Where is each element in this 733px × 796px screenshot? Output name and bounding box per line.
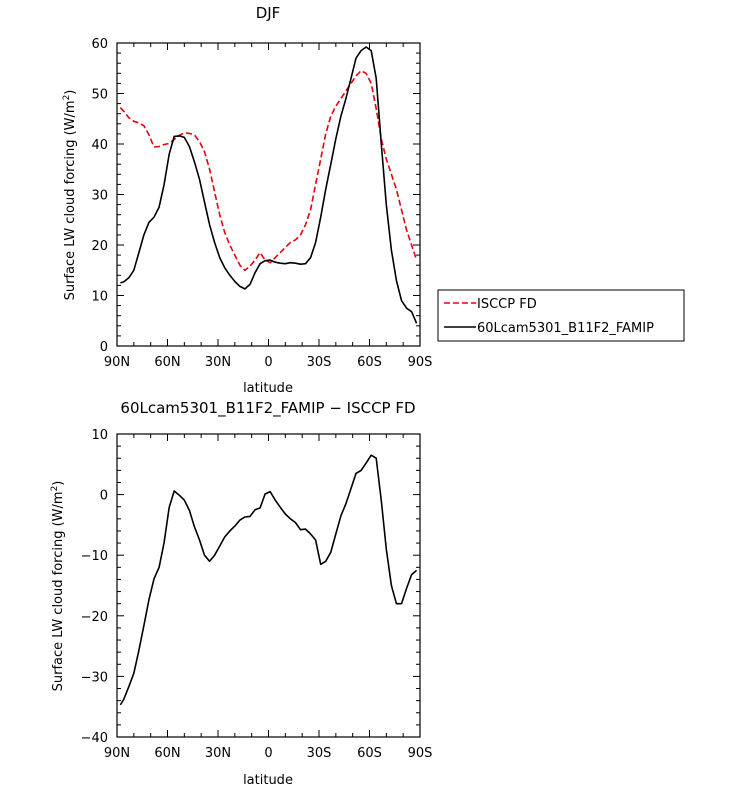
top-y-tick-label: 20 [91,239,108,254]
bottom-y-tick-label: −30 [81,670,108,685]
top-x-tick-label: 30N [205,355,231,370]
top-panel: DJF 90N 60N 30N 0 30S 60S 90S 0 10 20 30 40 50 60 lat… [62,4,685,396]
bottom-y-tick-label: −40 [81,731,108,746]
bottom-y-axis-label-main: Surface LW cloud forcing (W/m [51,491,66,691]
legend-label-model: 60Lcam5301_B11F2_FAMIP [477,321,654,336]
bottom-x-tick-label: 30S [307,746,332,761]
top-axis-ticks: 90N 60N 30N 0 30S 60S 90S 0 10 20 30 40 50 60 [91,37,432,370]
bottom-axis-ticks: 90N 60N 30N 0 30S 60S 90S −40 −30 −20 −10 0 10 [81,428,433,761]
bottom-x-tick-label: 90S [408,746,433,761]
top-series-line-1 [120,46,418,324]
top-panel-title: DJF [256,4,281,22]
bottom-x-tick-label: 90N [104,746,130,761]
top-y-axis-label-close: ) [63,90,78,95]
bottom-series-group [119,454,418,706]
legend-box [437,289,685,342]
top-x-tick-label: 60S [357,355,382,370]
top-series-line-0 [119,70,418,272]
top-x-tick-label: 90S [408,355,433,370]
bottom-plot-frame [116,433,421,738]
legend: ISCCP FD 60Lcam5301_B11F2_FAMIP [437,289,685,342]
bottom-y-tick-label: 0 [100,489,108,504]
top-x-axis-label: latitude [243,381,293,396]
top-y-tick-label: 50 [91,88,108,103]
top-x-tick-label: 60N [154,355,180,370]
bottom-y-axis-label-close: ) [51,481,66,486]
top-y-axis-label-sup: 2 [62,95,72,101]
bottom-y-tick-label: 10 [91,428,108,443]
bottom-x-tick-label: 60S [357,746,382,761]
bottom-panel-title: 60Lcam5301_B11F2_FAMIP − ISCCP FD [120,399,415,418]
top-y-axis-label: Surface LW cloud forcing (W/m2) [62,90,78,301]
top-y-tick-label: 30 [91,189,108,204]
bottom-y-axis-label: Surface LW cloud forcing (W/m2) [50,481,66,692]
top-series-group [119,46,418,324]
top-x-tick-label: 90N [104,355,130,370]
bottom-panel: 60Lcam5301_B11F2_FAMIP − ISCCP FD 90N 60N… [50,399,432,788]
top-y-tick-label: 40 [91,138,108,153]
bottom-x-axis-label: latitude [243,773,293,788]
top-y-tick-label: 0 [100,340,108,355]
bottom-y-tick-label: −10 [81,549,108,564]
bottom-series-line-0 [119,454,418,706]
bottom-y-tick-label: −20 [81,610,108,625]
top-x-tick-label: 30S [307,355,332,370]
top-x-tick-label: 0 [264,355,272,370]
top-y-tick-label: 60 [91,37,108,52]
top-y-axis-label-main: Surface LW cloud forcing (W/m [63,100,78,300]
bottom-x-tick-label: 30N [205,746,231,761]
bottom-y-axis-label-sup: 2 [50,486,60,492]
legend-label-isccp: ISCCP FD [477,297,537,312]
bottom-x-tick-label: 60N [154,746,180,761]
bottom-x-tick-label: 0 [264,746,272,761]
top-y-tick-label: 10 [91,290,108,305]
